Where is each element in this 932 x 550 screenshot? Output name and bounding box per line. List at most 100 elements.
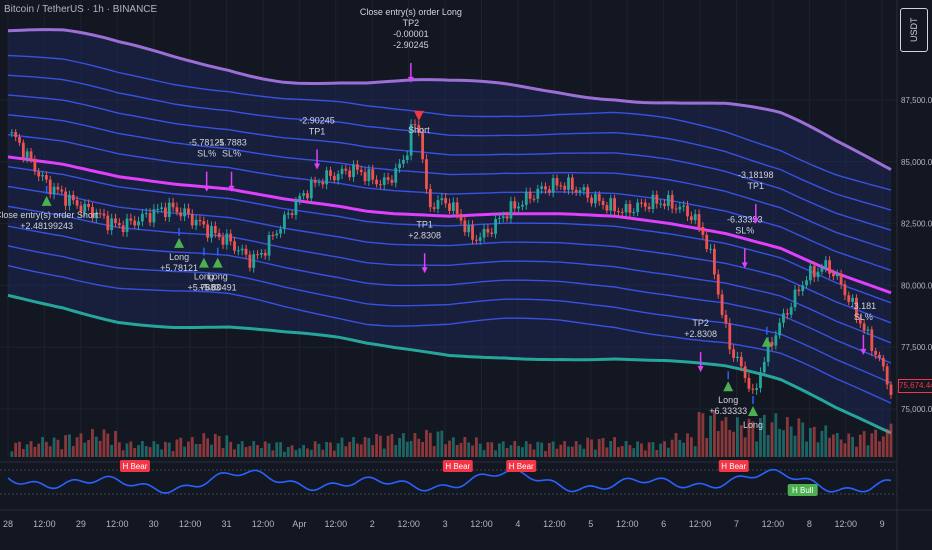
signal-label: -0.00001	[393, 29, 429, 39]
volume-bar	[44, 441, 48, 457]
volume-bar	[843, 443, 847, 457]
volume-bar	[885, 429, 889, 457]
candle	[494, 219, 497, 234]
candle	[190, 214, 194, 226]
candle	[478, 237, 482, 241]
candle	[68, 194, 71, 206]
volume-bar	[14, 442, 18, 457]
candle	[183, 208, 186, 217]
volume-bar	[816, 442, 820, 457]
volume-bar	[474, 437, 478, 457]
long-entry-arrow-icon	[761, 336, 772, 347]
date-label: 4	[515, 519, 520, 529]
candle	[605, 205, 609, 211]
price-label: 75,000.00	[901, 405, 932, 414]
date-label: 12:00	[470, 519, 493, 529]
volume-bar	[563, 441, 567, 457]
candle	[874, 350, 878, 355]
volume-bar	[133, 448, 137, 457]
volume-bar	[778, 428, 782, 457]
volume-bar	[832, 434, 835, 457]
volume-bar	[509, 445, 513, 457]
candle	[309, 179, 313, 199]
candle	[647, 206, 651, 209]
long-entry-arrow-icon	[198, 257, 209, 268]
volume-bar	[175, 439, 179, 457]
candle	[705, 234, 709, 250]
candle	[240, 248, 244, 251]
volume-bar	[129, 441, 133, 457]
candle	[114, 218, 117, 224]
volume-bar	[797, 418, 801, 457]
candle	[824, 260, 828, 268]
volume-bar	[682, 442, 686, 457]
volume-bar	[68, 434, 71, 457]
current-price-tag: 75,674.44	[898, 379, 932, 393]
signal-label: TP1	[416, 219, 433, 229]
candle	[129, 218, 133, 221]
candle	[75, 200, 79, 206]
volume-bar	[590, 439, 593, 457]
volume-bar	[544, 451, 547, 457]
candle	[789, 307, 793, 315]
volume-bar	[593, 449, 597, 457]
candle	[659, 203, 663, 205]
volume-bar	[793, 435, 797, 457]
volume-bar	[221, 448, 225, 457]
band-line	[7, 114, 892, 251]
volume-bar	[48, 446, 52, 457]
date-label: 12:00	[325, 519, 348, 529]
volume-bar	[375, 434, 378, 457]
volume-bar	[812, 426, 816, 457]
candle	[259, 252, 263, 255]
candle	[651, 194, 655, 209]
currency-button[interactable]: USDT	[900, 8, 928, 52]
signal-label: Long	[208, 272, 228, 282]
candle	[44, 175, 48, 180]
band-line	[7, 166, 892, 304]
volume-bar	[524, 441, 528, 457]
volume-bar	[482, 450, 486, 457]
candle	[709, 248, 712, 250]
volume-bar	[37, 443, 41, 457]
volume-bar	[835, 433, 839, 457]
candle	[283, 214, 286, 229]
volume-bar	[64, 435, 67, 457]
volume-bar	[732, 431, 735, 457]
candle	[751, 388, 755, 390]
volume-bar	[187, 441, 190, 457]
volume-bar	[306, 448, 309, 457]
volume-bar	[263, 441, 267, 457]
volume-bar	[371, 445, 375, 457]
volume-bar	[774, 413, 778, 457]
candle	[236, 250, 240, 252]
candle	[563, 185, 567, 190]
candle	[436, 200, 440, 209]
volume-bar	[332, 450, 336, 457]
volume-bar	[636, 441, 640, 457]
candle	[820, 267, 824, 272]
candle	[152, 209, 156, 223]
candle	[482, 228, 486, 238]
candle	[94, 213, 98, 219]
candle	[164, 207, 167, 218]
volume-bar	[160, 449, 163, 457]
candle	[386, 177, 390, 180]
volume-bar	[60, 449, 64, 457]
volume-bar	[651, 442, 655, 457]
volume-bar	[152, 441, 156, 457]
signal-label: +5.78121	[160, 263, 198, 273]
date-label: 31	[222, 519, 232, 529]
candle	[37, 171, 41, 177]
volume-bar	[801, 422, 805, 457]
signal-label: +5.7883	[188, 283, 221, 293]
candle	[267, 234, 271, 256]
candle	[363, 171, 367, 182]
volume-bar	[597, 439, 601, 457]
volume-bar	[144, 445, 148, 457]
volume-bar	[666, 447, 670, 457]
volume-bar	[547, 443, 551, 457]
short-entry-arrow-icon	[413, 110, 424, 121]
